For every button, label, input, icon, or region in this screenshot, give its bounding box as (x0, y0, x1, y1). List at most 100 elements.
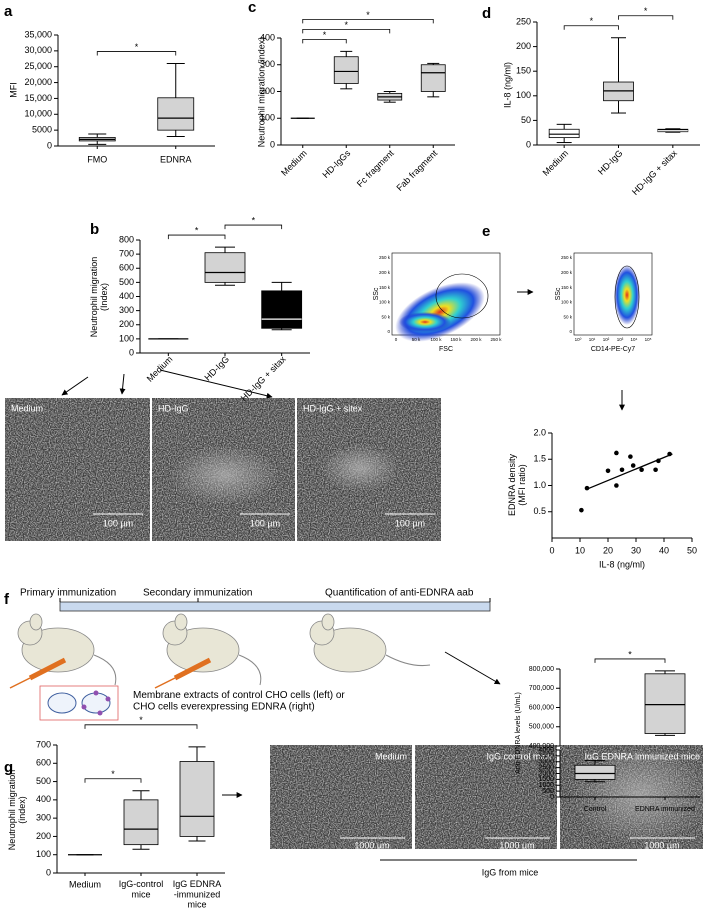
flow-y-tick-label: 100 k (379, 300, 391, 305)
micrograph-label: HD-IgG + sitex (303, 403, 363, 413)
y-tick-label: 30,000 (24, 45, 52, 55)
point (656, 458, 661, 464)
y-tick-label: 700 (119, 249, 134, 259)
flow-x-tick-label: 250 k (490, 337, 502, 342)
x-tick-label: 10 (575, 545, 585, 555)
x-tick-label: Fc fragment (355, 148, 396, 189)
x-tick-label: Control (584, 806, 607, 813)
y-tick-label: 100 (260, 113, 275, 123)
y-tick-label: 10,000 (24, 109, 52, 119)
micrographs-b (5, 398, 441, 541)
x-tick-label: 40 (659, 545, 669, 555)
y-tick-label: 25,000 (24, 61, 52, 71)
y-tick-label: 300 (119, 305, 134, 315)
y-tick-label: 500 (119, 277, 134, 287)
y-tick-label: 5000 (32, 125, 52, 135)
y-tick-label: 2000 (538, 770, 554, 777)
box (261, 290, 303, 329)
y-tick-label: 400 (36, 794, 51, 804)
flow-y-tick-label: 250 k (379, 255, 391, 260)
significance-label: * (139, 715, 143, 725)
flow-x-tick-label: 150 k (450, 337, 462, 342)
y-tick-label: 700 (36, 739, 51, 749)
significance-bracket (84, 778, 142, 783)
y-tick-label: 600 (119, 263, 134, 273)
significance-bracket (224, 224, 283, 230)
flow-x-tick-label: 10¹ (589, 337, 596, 342)
y-axis-label: Anti-EDNRA levels (U/mL) (515, 692, 522, 774)
y-tick-label: 4000 (538, 747, 554, 754)
x-tick-label: HD-IgG (202, 354, 231, 383)
y-tick-label: 200 (260, 86, 275, 96)
box (574, 764, 616, 780)
point (630, 463, 636, 468)
x-axis-label: IL-8 (ng/ml) (599, 559, 645, 569)
x-tick-label: HD-IgG (596, 148, 625, 177)
significance-label: * (644, 6, 648, 16)
point (605, 468, 611, 474)
micrograph-label: Medium (375, 751, 407, 761)
y-tick-label: 500,000 (529, 724, 554, 731)
y-tick-label: 0 (46, 867, 51, 877)
x-tick-label: Medium (69, 879, 101, 889)
flow-x-tick-label: 10³ (617, 337, 624, 342)
y-tick-label: 150 (516, 66, 531, 76)
significance-bracket (302, 28, 391, 34)
scale-bar-label: 1000 µm (499, 840, 534, 850)
scale-bar-label: 1000 µm (354, 840, 389, 850)
flow-x-label: CD14-PE-Cy7 (591, 346, 635, 353)
y-tick-label: 20,000 (24, 77, 52, 87)
significance-bracket (84, 724, 198, 729)
flow-y-tick-label: 250 k (561, 255, 573, 260)
x-tick-label: IgG-control mice (119, 879, 164, 899)
flow-y-tick-label: 150 k (561, 285, 573, 290)
flow-x-tick-label: 10² (603, 337, 610, 342)
box (157, 97, 195, 131)
scale-bar-label: 100 µm (250, 518, 280, 528)
x-tick-label: Medium (145, 354, 175, 384)
y-tick-label: 400 (119, 291, 134, 301)
point (628, 454, 633, 459)
flow-x-tick-label: 10⁰ (575, 337, 582, 342)
y-tick-label: 1.0 (533, 480, 546, 490)
y-tick-label: 200 (516, 41, 531, 51)
y-axis-label: Neutrophil migration(Index) (89, 257, 109, 338)
y-tick-label: 3500 (538, 753, 554, 760)
flow-y-label: SSc (555, 287, 562, 300)
panel-letter: c (248, 0, 256, 16)
flow-y-tick-label: 0 (387, 329, 390, 334)
flow-x-tick-label: 50 k (412, 337, 421, 342)
box (204, 252, 246, 283)
y-tick-label: 500 (36, 776, 51, 786)
y-tick-label: 700,000 (529, 685, 554, 692)
panel-letter: g (4, 759, 13, 776)
y-tick-label: 250 (516, 16, 531, 26)
y-tick-label: 600,000 (529, 704, 554, 711)
point (653, 467, 658, 473)
x-tick-label: 50 (687, 545, 697, 555)
x-tick-label: Medium (541, 148, 571, 178)
significance-bracket (302, 38, 347, 44)
flow-y-tick-label: 50 k (563, 314, 572, 319)
significance-bracket (96, 51, 177, 56)
y-tick-label: 3000 (538, 759, 554, 766)
significance-label: * (366, 10, 370, 20)
flow-y-tick-label: 200 k (561, 270, 573, 275)
x-tick-label: HD-IgG + sitax (239, 354, 288, 403)
y-tick-label: 0 (129, 347, 134, 357)
y-tick-label: 200 (36, 831, 51, 841)
flow-plot-images (391, 252, 653, 342)
significance-bracket (594, 658, 666, 663)
y-tick-label: 500 (542, 788, 554, 795)
flow-y-tick-label: 50 k (381, 314, 390, 319)
significance-label: * (111, 769, 115, 779)
y-axis-label: Neutrophil migration (index) (256, 37, 266, 148)
scale-bar-label: 1000 µm (644, 840, 679, 850)
y-tick-label: 2.0 (533, 427, 546, 437)
point (619, 467, 625, 473)
significance-label: * (252, 215, 256, 225)
significance-label: * (590, 16, 594, 26)
box (123, 799, 159, 846)
y-tick-label: 200 (119, 319, 134, 329)
